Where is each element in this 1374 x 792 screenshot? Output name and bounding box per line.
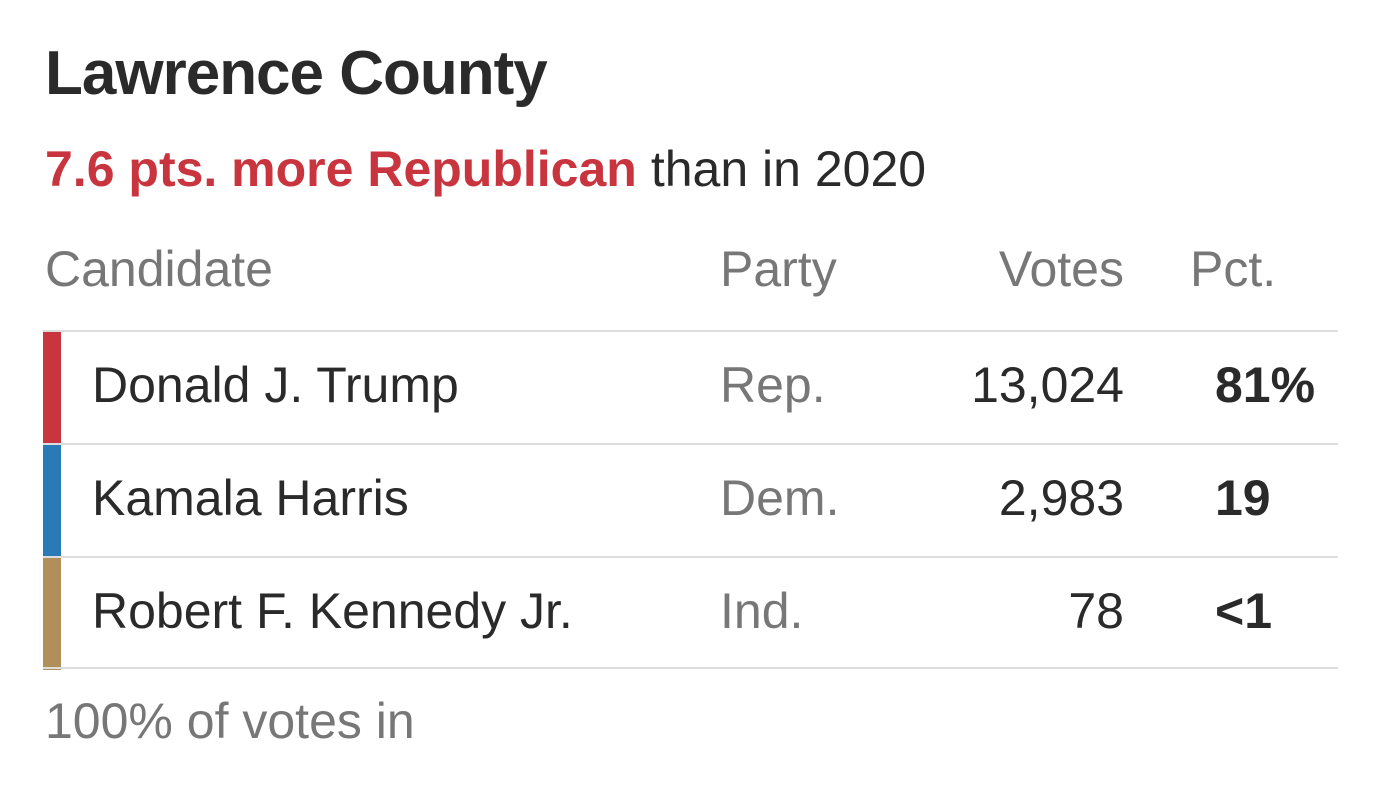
candidate-name: Donald J. Trump (92, 357, 459, 413)
subtitle-highlight: 7.6 pts. more Republican (45, 141, 637, 197)
percent: <1 (1215, 583, 1273, 639)
footer: 100% of votes in (45, 693, 415, 749)
votes: 78 (1068, 583, 1124, 639)
percent: 19 (1215, 470, 1271, 526)
percent: 81% (1215, 357, 1316, 413)
party-color (43, 558, 61, 670)
votes: 13,024 (971, 357, 1124, 413)
subtitle: 7.6 pts. more Republican than in 2020 (45, 140, 926, 198)
rule (43, 667, 1338, 669)
header-party: Party (720, 241, 837, 297)
party-color (43, 445, 61, 557)
party: Dem. (720, 470, 840, 526)
party-color (43, 332, 61, 444)
candidate-name: Robert F. Kennedy Jr. (92, 583, 573, 639)
title: Lawrence County (45, 39, 548, 108)
header-votes: Votes (998, 241, 1124, 297)
header-candidate: Candidate (45, 241, 273, 297)
candidate-row: Donald J. Trump Rep. 13,024 81% (43, 330, 1338, 444)
candidate-name: Kamala Harris (92, 470, 409, 526)
party: Rep. (720, 357, 826, 413)
votes: 2,983 (998, 470, 1124, 526)
candidate-row: Robert F. Kennedy Jr. Ind. 78 <1 (43, 556, 1338, 670)
party: Ind. (720, 583, 804, 639)
candidate-row: Kamala Harris Dem. 2,983 19 (43, 443, 1338, 557)
subtitle-rest: than in 2020 (650, 141, 927, 197)
header-pct: Pct. (1190, 241, 1277, 297)
